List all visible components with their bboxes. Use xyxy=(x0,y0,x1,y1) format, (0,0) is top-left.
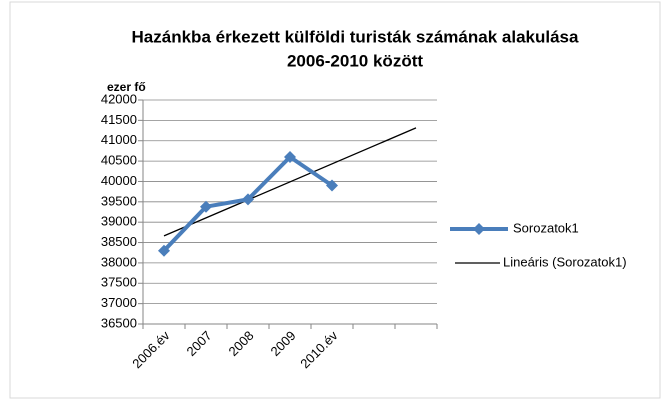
y-tick-label: 39000 xyxy=(101,214,137,229)
y-tick-label: 40000 xyxy=(101,173,137,188)
y-tick-label: 36500 xyxy=(101,315,137,330)
y-tick-label: 41500 xyxy=(101,112,137,127)
legend-label: Lineáris (Sorozatok1) xyxy=(503,254,627,269)
data-point xyxy=(284,151,296,164)
data-point xyxy=(200,200,212,213)
y-tick-label: 37500 xyxy=(101,275,137,290)
y-tick-label: 41000 xyxy=(101,132,137,147)
legend-marker xyxy=(473,223,485,235)
chart-title: Hazánkba érkezett külföldi turisták szám… xyxy=(132,27,579,46)
y-axis-label: ezer fő xyxy=(107,80,146,94)
y-tick-label: 37000 xyxy=(101,295,137,310)
y-tick-label: 40500 xyxy=(101,153,137,168)
data-point xyxy=(242,193,254,206)
legend-label: Sorozatok1 xyxy=(513,220,579,235)
y-tick-label: 38000 xyxy=(101,254,137,269)
chart-title: 2006-2010 között xyxy=(287,51,423,70)
y-tick-label: 38500 xyxy=(101,234,137,249)
chart-frame xyxy=(9,1,661,399)
y-tick-label: 42000 xyxy=(101,91,137,106)
data-point xyxy=(158,244,170,257)
data-point xyxy=(326,179,338,192)
y-tick-label: 39500 xyxy=(101,193,137,208)
trendline xyxy=(163,127,417,237)
